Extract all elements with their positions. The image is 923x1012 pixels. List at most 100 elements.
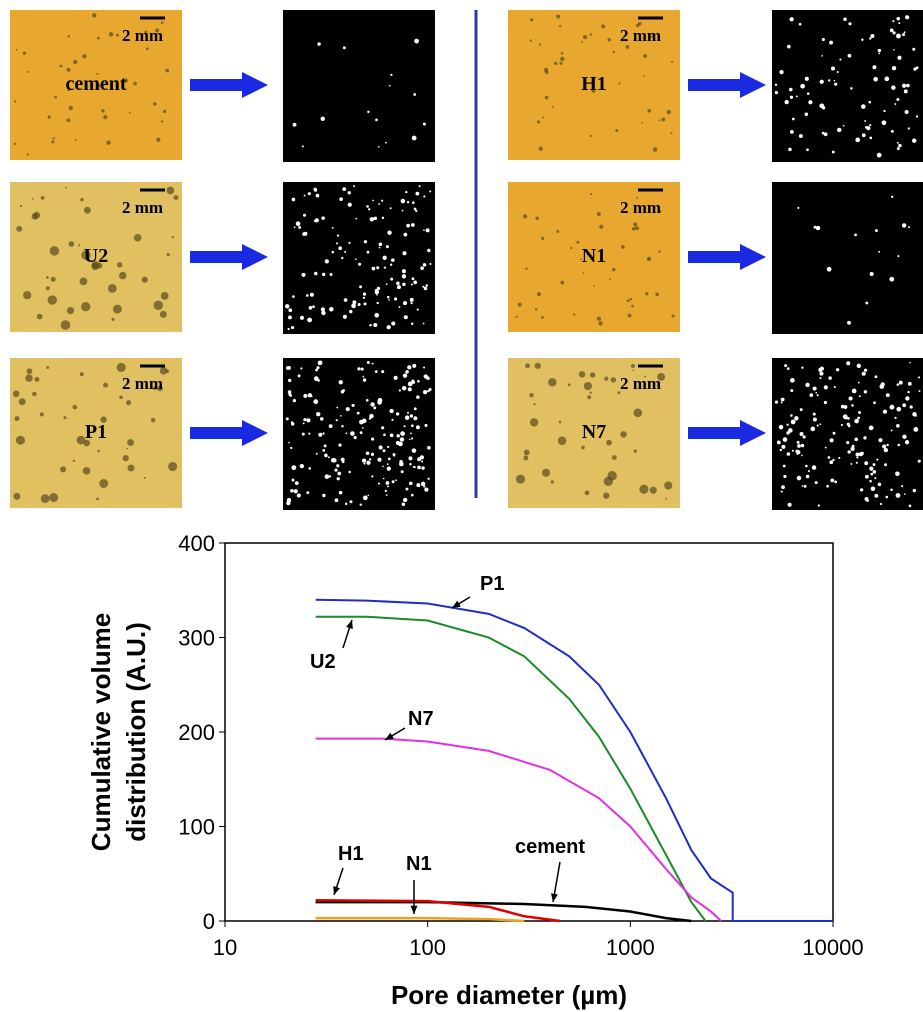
pore: [96, 36, 100, 40]
pore-white: [848, 396, 853, 401]
pore-white: [830, 66, 836, 71]
pore-white: [367, 110, 370, 114]
pore: [530, 18, 534, 22]
x-tick-label: 10: [213, 935, 237, 960]
pore-white: [901, 83, 907, 88]
pore-white: [783, 474, 787, 479]
pore-white: [814, 481, 818, 485]
pore-white: [823, 385, 828, 390]
pore-white: [885, 495, 889, 499]
pore: [18, 398, 26, 406]
pore: [155, 28, 160, 33]
scale-label: 2 mm: [122, 198, 163, 217]
pore-white: [896, 383, 900, 386]
pore-white: [377, 145, 380, 148]
pore-white: [373, 406, 377, 410]
pore: [534, 308, 538, 311]
pore-white: [903, 89, 908, 94]
pore: [83, 206, 91, 214]
pore-white: [362, 378, 367, 382]
arrow-shaft: [190, 427, 242, 439]
pore: [581, 445, 585, 450]
pore-white: [352, 300, 357, 305]
pore-white: [386, 463, 389, 466]
pore-white: [385, 494, 388, 496]
pore: [72, 459, 75, 463]
pore-white: [321, 272, 326, 277]
pore: [658, 119, 661, 122]
pore-white: [876, 152, 882, 158]
pore-white: [823, 132, 828, 137]
pore: [166, 252, 170, 257]
pore-white: [856, 418, 859, 421]
pore: [596, 212, 601, 217]
pore-white: [288, 315, 292, 320]
pore-white: [790, 414, 793, 417]
pore-white: [868, 425, 874, 431]
pore-white: [355, 258, 357, 260]
pore: [153, 102, 157, 106]
pore: [649, 486, 657, 494]
pore-white: [847, 450, 851, 454]
pore-white: [782, 464, 786, 468]
pore: [620, 244, 625, 249]
pore-white: [336, 406, 339, 409]
pore-white: [400, 198, 406, 204]
pore: [160, 291, 169, 300]
sample-photo: [508, 358, 680, 508]
pore: [141, 276, 148, 283]
pore: [665, 497, 667, 500]
pore: [525, 267, 528, 270]
pore-white: [803, 484, 807, 488]
pore-white: [415, 209, 418, 213]
pore-white: [298, 225, 302, 229]
pore: [607, 37, 611, 42]
pore-white: [874, 375, 878, 379]
pore-white: [395, 479, 397, 482]
pore-white: [810, 426, 816, 432]
pore-white: [315, 193, 320, 198]
pore-white: [813, 225, 817, 229]
pore-white: [371, 452, 374, 455]
pore-white: [422, 285, 425, 288]
pore-white: [307, 317, 312, 323]
pore-white: [776, 440, 781, 445]
pore-white: [391, 321, 396, 326]
pore-white: [342, 389, 345, 392]
arrow-shaft: [688, 79, 740, 91]
pore-white: [389, 263, 393, 266]
pore: [517, 302, 522, 307]
pore-white: [873, 401, 876, 405]
pore: [15, 48, 18, 51]
pore-white: [288, 308, 293, 313]
pore-white: [386, 466, 391, 471]
pore-white: [905, 396, 910, 401]
pore-white: [297, 374, 301, 378]
pore-white: [385, 481, 390, 485]
pore: [153, 300, 164, 311]
pore-white: [815, 391, 818, 394]
x-axis-label: Pore diameter (µm): [391, 980, 627, 1010]
pore-white: [317, 42, 321, 46]
pore-white: [373, 322, 378, 328]
pore-white: [285, 304, 290, 309]
pore-white: [291, 197, 296, 202]
pore-white: [843, 415, 848, 420]
pore-white: [797, 206, 800, 209]
pore-white: [863, 436, 867, 440]
sample-label: cement: [65, 73, 126, 95]
pore-white: [414, 38, 419, 44]
pore: [152, 386, 157, 391]
pore-white: [857, 381, 860, 384]
pore-white: [399, 437, 405, 442]
pore-white: [833, 385, 836, 389]
pore-white: [316, 366, 320, 370]
pore-white: [322, 448, 326, 452]
pore: [165, 68, 170, 73]
pore: [589, 372, 596, 378]
pore-white: [834, 82, 838, 86]
pore: [558, 420, 562, 424]
pore-white: [342, 46, 346, 50]
pore-white: [287, 365, 291, 370]
pore: [557, 436, 567, 446]
